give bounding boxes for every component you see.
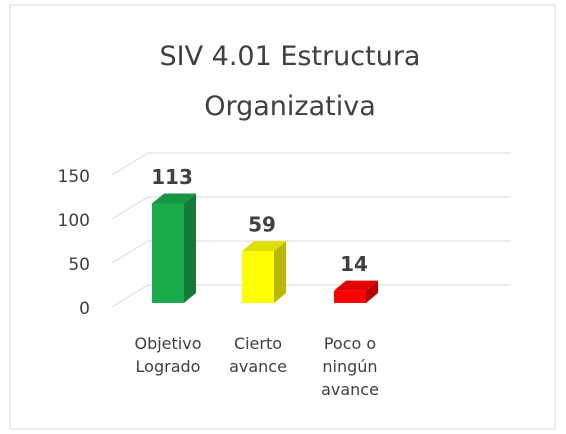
grid-line: [111, 240, 510, 264]
x-tick-label: Objetivo Logrado: [134, 334, 202, 376]
data-label: 59: [248, 213, 276, 237]
bar-front: [242, 251, 274, 303]
chart-title: SIV 4.01 Estructura Organizativa: [159, 41, 421, 122]
data-label: 113: [151, 165, 193, 189]
chart-border: [9, 4, 556, 430]
y-tick-label: 0: [79, 299, 90, 319]
bar-top: [242, 241, 286, 252]
bar: [242, 241, 286, 303]
bar-side: [184, 193, 196, 303]
x-tick-label: Cierto avance: [229, 334, 287, 376]
bar: [152, 193, 196, 303]
y-tick-label: 100: [58, 211, 90, 231]
bar: [334, 280, 378, 303]
bar-front: [152, 203, 184, 303]
bar-top: [334, 280, 378, 291]
y-tick-label: 50: [68, 255, 90, 275]
data-label: 14: [340, 252, 368, 276]
grid-line: [111, 284, 510, 308]
grid-line: [111, 152, 510, 176]
grid-line: [111, 196, 510, 220]
bar-top: [152, 193, 196, 204]
bar-side: [274, 241, 286, 303]
bar-front: [334, 290, 366, 303]
y-tick-label: 150: [58, 167, 90, 187]
bar-side: [366, 280, 378, 303]
x-tick-label: Poco o ningún avance: [321, 334, 379, 399]
